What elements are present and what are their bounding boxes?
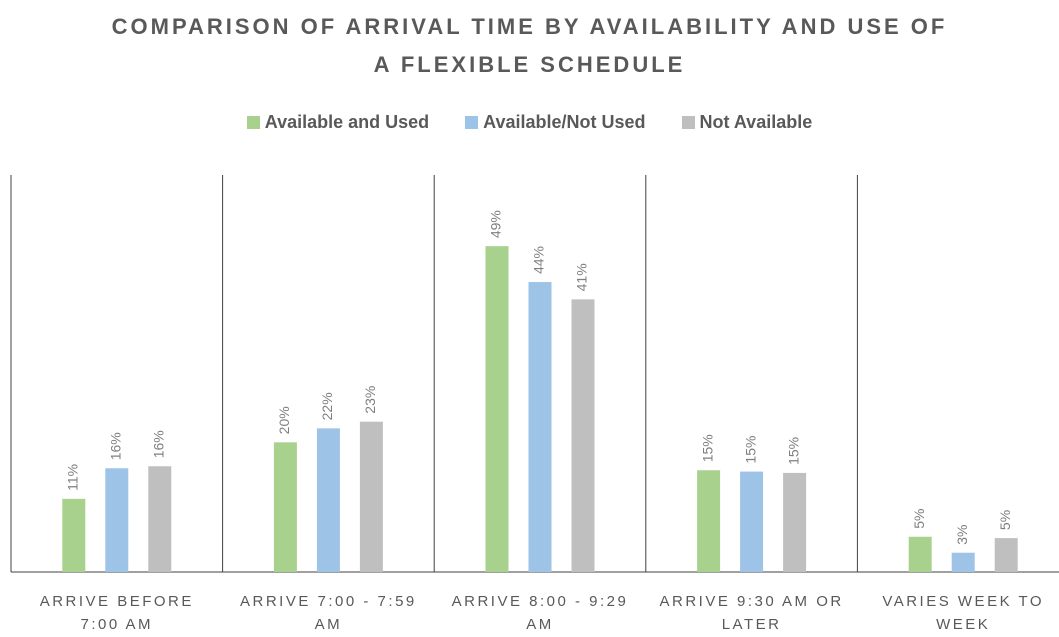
bar (571, 299, 595, 572)
bar (273, 442, 297, 572)
data-label: 16% (151, 430, 167, 458)
data-label: 22% (319, 392, 335, 420)
bar (148, 466, 172, 572)
bar (740, 471, 764, 572)
data-label: 15% (742, 436, 758, 464)
bar (62, 498, 86, 572)
x-tick-label: ARRIVE BEFORE 7:00 AM (39, 593, 194, 633)
bar (316, 428, 340, 572)
data-label: 44% (531, 246, 547, 274)
bar (359, 421, 383, 572)
data-label: 11% (65, 464, 81, 491)
legend-swatch (246, 116, 260, 129)
data-label: 15% (785, 437, 801, 465)
bar (908, 536, 932, 572)
bar (994, 538, 1018, 572)
x-tick-label: VARIES WEEK TO WEEK (882, 593, 1045, 633)
data-label: 3% (954, 524, 970, 544)
data-label: 16% (108, 432, 124, 460)
legend-item: Available/Not Used (465, 112, 646, 133)
data-label: 15% (699, 434, 715, 462)
legend-item: Available and Used (246, 112, 430, 133)
legend-label: Available/Not Used (483, 112, 646, 132)
x-tick-label: ARRIVE 9:30 AM OR LATER (659, 593, 844, 633)
data-label: 20% (276, 406, 292, 434)
data-label: 5% (997, 510, 1013, 530)
legend-label: Not Available (699, 112, 813, 132)
legend-swatch (681, 116, 695, 129)
bar (528, 282, 552, 572)
legend-label: Available and Used (264, 112, 430, 132)
legend-item: Not Available (681, 112, 813, 133)
data-label: 5% (911, 509, 927, 529)
bar (783, 472, 807, 572)
data-label: 41% (574, 263, 590, 291)
legend: Available and Used Available/Not Used Not … (0, 112, 1059, 134)
bar (951, 552, 975, 572)
legend-swatch (465, 116, 479, 129)
data-label: 49% (488, 210, 504, 238)
data-label: 23% (362, 386, 378, 414)
chart-title: COMPARISON OF ARRIVAL TIME BY AVAILABILI… (111, 14, 948, 77)
bar (697, 470, 721, 572)
x-tick-label: ARRIVE 7:00 - 7:59 AM (240, 593, 417, 633)
bar (105, 468, 129, 572)
bar (485, 246, 509, 572)
x-tick-label: ARRIVE 8:00 - 9:29 AM (451, 593, 629, 633)
